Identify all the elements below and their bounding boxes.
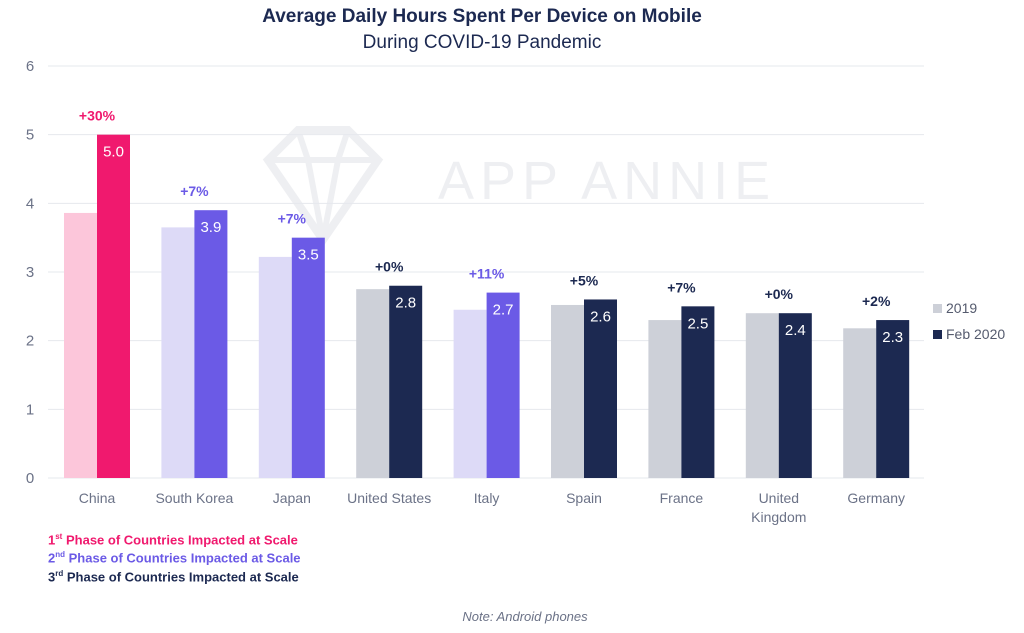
y-tick-label: 6 xyxy=(26,58,34,75)
legend-swatch-2019 xyxy=(933,303,942,313)
bar-feb-2020 xyxy=(486,292,520,478)
change-label: +0% xyxy=(375,259,404,275)
phase-3-text: Phase of Countries Impacted at Scale xyxy=(63,569,299,585)
phase-1-text: Phase of Countries Impacted at Scale xyxy=(62,532,298,548)
phase-2-suffix: nd xyxy=(55,550,66,559)
bar-2019 xyxy=(161,227,195,478)
change-label: +7% xyxy=(180,183,209,199)
legend-swatch-feb-2020 xyxy=(933,329,942,339)
bar-feb-2020 xyxy=(194,210,228,478)
bar-feb-2020 xyxy=(584,299,617,478)
legend-label-feb-2020: Feb 2020 xyxy=(946,326,1006,342)
phase-3-number: 3 xyxy=(48,569,56,585)
bar-data-label: 5.0 xyxy=(103,144,124,161)
x-tick-label: Italy xyxy=(474,490,500,506)
watermark-text: APP ANNIE xyxy=(438,151,777,211)
bar-data-label: 3.5 xyxy=(298,247,319,264)
y-tick-label: 3 xyxy=(26,264,34,281)
bar-data-label: 2.6 xyxy=(590,308,611,325)
bar-2019 xyxy=(453,309,487,478)
bar-feb-2020 xyxy=(778,313,812,478)
y-tick-label: 5 xyxy=(26,127,34,144)
phase-3-label: 3rd Phase of Countries Impacted at Scale xyxy=(48,569,299,584)
bar-2019 xyxy=(258,256,292,478)
x-tick-label: Germany xyxy=(847,490,905,506)
legend-item-2019: 2019 xyxy=(933,300,977,316)
y-tick-label: 2 xyxy=(26,333,34,350)
phase-2-label: 2nd Phase of Countries Impacted at Scale xyxy=(48,550,301,565)
bar-2019 xyxy=(64,212,97,479)
change-label: +7% xyxy=(278,211,307,227)
bar-data-label: 3.9 xyxy=(200,219,221,236)
phase-1-number: 1 xyxy=(48,532,56,548)
change-label: +30% xyxy=(79,108,116,124)
x-tick-label: United xyxy=(759,490,799,506)
phase-3-suffix: rd xyxy=(55,569,64,578)
bar-2019 xyxy=(745,313,779,478)
bar-2019 xyxy=(356,289,390,478)
bar-data-label: 2.7 xyxy=(493,302,514,319)
bar-data-label: 2.5 xyxy=(687,315,708,332)
bar-feb-2020 xyxy=(876,320,910,478)
change-label: +0% xyxy=(765,286,794,302)
phase-1-suffix: st xyxy=(55,532,63,541)
x-tick-label: Kingdom xyxy=(751,509,806,525)
bar-2019 xyxy=(551,304,584,478)
phase-1-label: 1st Phase of Countries Impacted at Scale xyxy=(48,532,298,547)
chart-subtitle: During COVID-19 Pandemic xyxy=(362,32,602,53)
bar-data-label: 2.4 xyxy=(785,322,806,339)
x-tick-label: France xyxy=(660,490,704,506)
footnote: Note: Android phones xyxy=(462,609,588,624)
phase-2-text: Phase of Countries Impacted at Scale xyxy=(65,550,301,566)
x-tick-label: Japan xyxy=(273,490,311,506)
x-tick-label: United States xyxy=(347,490,431,506)
x-tick-label: Spain xyxy=(566,490,602,506)
bar-2019 xyxy=(843,328,877,478)
phase-2-number: 2 xyxy=(48,550,56,566)
bar-feb-2020 xyxy=(389,285,423,478)
change-label: +2% xyxy=(862,293,891,309)
chart-title: Average Daily Hours Spent Per Device on … xyxy=(262,6,702,27)
y-tick-label: 4 xyxy=(26,195,34,212)
bar-feb-2020 xyxy=(681,306,715,478)
y-tick-label: 0 xyxy=(26,470,34,487)
change-label: +7% xyxy=(667,279,696,295)
bar-2019 xyxy=(648,320,682,478)
change-label: +5% xyxy=(570,272,599,288)
x-tick-label: South Korea xyxy=(155,490,233,506)
x-tick-label: China xyxy=(79,490,116,506)
bar-data-label: 2.8 xyxy=(395,295,416,312)
legend-label-2019: 2019 xyxy=(946,300,978,316)
y-tick-label: 1 xyxy=(26,401,34,418)
bar-feb-2020 xyxy=(97,134,130,478)
legend-item-feb-2020: Feb 2020 xyxy=(933,326,1005,342)
bar-feb-2020 xyxy=(291,237,325,478)
bar-data-label: 2.3 xyxy=(882,329,903,346)
change-label: +11% xyxy=(469,266,505,282)
